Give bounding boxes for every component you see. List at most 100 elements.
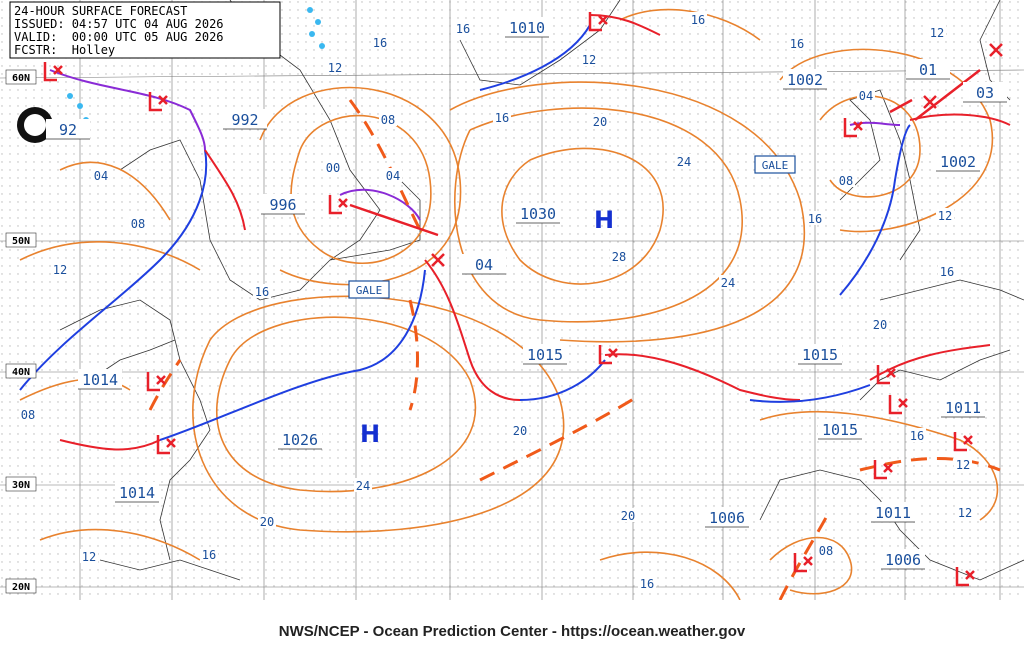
gale-label: GALE <box>762 159 789 172</box>
pressure-label-bg <box>223 109 267 129</box>
isobar-label-bg <box>258 514 276 528</box>
isobar-label-bg <box>591 114 609 128</box>
low-symbols <box>43 12 1003 587</box>
isobar-label: 24 <box>677 155 691 169</box>
isobar-label-bg <box>80 549 98 563</box>
isobar-label-bg <box>817 543 835 557</box>
isobar-label-bg <box>384 168 402 182</box>
isobar-label: 24 <box>721 276 735 290</box>
lat-label: 60N <box>12 73 30 84</box>
lat-label: 50N <box>12 236 30 247</box>
isobar-label-bg <box>610 249 628 263</box>
isobar-label: 00 <box>326 161 340 175</box>
isobar-label-bg <box>354 478 372 492</box>
isobar-label: 16 <box>640 577 654 591</box>
isobar-label: 20 <box>593 115 607 129</box>
isobar-label-bg <box>938 264 956 278</box>
graticule <box>0 0 1024 600</box>
pressure-label: 1015 <box>527 346 563 364</box>
gale-box <box>754 155 796 174</box>
pressure-label: 1010 <box>509 19 545 37</box>
isobar-label: 12 <box>958 506 972 520</box>
pressure-label: 1030 <box>520 205 556 223</box>
pressure-label-bg <box>261 194 305 214</box>
pressure-label-bg <box>278 429 322 449</box>
isobar-label: 12 <box>938 209 952 223</box>
pressure-label: 1015 <box>822 421 858 439</box>
isobar-label-bg <box>788 36 806 50</box>
isobar-label-bg <box>129 216 147 230</box>
isobar-label: 04 <box>386 169 400 183</box>
lat-label-bg <box>5 578 37 594</box>
isobar-label-bg <box>908 428 926 442</box>
isobar-label-bg <box>871 317 889 331</box>
footer-credit: NWS/NCEP - Ocean Prediction Center - htt… <box>279 623 746 640</box>
pressure-label-bg <box>46 119 90 139</box>
isobar-label-bg <box>928 25 946 39</box>
pressure-label-bg <box>881 549 925 569</box>
isobar-label-bg <box>379 112 397 126</box>
isobar-label-bg <box>837 173 855 187</box>
isobar-label-bg <box>454 21 472 35</box>
pressure-label-bg <box>871 502 915 522</box>
isobar-label-bg <box>675 154 693 168</box>
isobar-label-bg <box>92 168 110 182</box>
pressure-label: 996 <box>269 196 296 214</box>
header-line: 24-HOUR SURFACE FORECAST <box>14 4 187 18</box>
pressure-label: 1014 <box>119 484 155 502</box>
isobar-label-bg <box>638 576 656 590</box>
isobar-label-bg <box>956 505 974 519</box>
isobar-label: 08 <box>131 217 145 231</box>
isobar-label-bg <box>689 12 707 26</box>
pressure-label: 1011 <box>945 399 981 417</box>
isobar-label: 16 <box>691 13 705 27</box>
isobar-label-bg <box>580 52 598 66</box>
high-center: H <box>360 420 380 448</box>
lat-label: 30N <box>12 480 30 491</box>
isobar-label: 20 <box>260 515 274 529</box>
lat-label-bg <box>5 69 37 85</box>
pressure-label-bg <box>783 69 827 89</box>
isobar-label-bg <box>200 547 218 561</box>
isobar-label-bg <box>19 407 37 421</box>
pressure-label: 1026 <box>282 431 318 449</box>
isobar-label: 16 <box>790 37 804 51</box>
isobar-label: 16 <box>255 285 269 299</box>
isobar-label: 04 <box>94 169 108 183</box>
isobar-label: 12 <box>930 26 944 40</box>
isobar-label: 16 <box>202 548 216 562</box>
pressure-label: 1002 <box>787 71 823 89</box>
pressure-label-bg <box>516 203 560 223</box>
fronts <box>19 14 1011 601</box>
header-line: ISSUED: 04:57 UTC 04 AUG 2026 <box>14 17 224 31</box>
isobar-label: 08 <box>381 113 395 127</box>
pressure-label: 992 <box>231 111 258 129</box>
isobar-label: 12 <box>53 263 67 277</box>
isobar-label-bg <box>493 110 511 124</box>
footer-bg <box>0 600 1024 652</box>
lat-label: 20N <box>12 582 30 593</box>
pressure-label: 1006 <box>885 551 921 569</box>
lat-label-bg <box>5 363 37 379</box>
isobar-label-bg <box>324 160 342 174</box>
isobar-label: 16 <box>940 265 954 279</box>
isobar-label-bg <box>936 208 954 222</box>
pressure-label: 01 <box>919 61 937 79</box>
isobar-label-bg <box>511 423 529 437</box>
isobar-label: 04 <box>859 89 873 103</box>
pressure-label-bg <box>115 482 159 502</box>
pressure-label: 92 <box>59 121 77 139</box>
header-line: FCSTR: Holley <box>14 43 115 57</box>
coastlines <box>59 0 1024 581</box>
isobar-label: 16 <box>910 429 924 443</box>
isobar-label: 08 <box>819 544 833 558</box>
pressure-label: 1002 <box>940 153 976 171</box>
header-line: VALID: 00:00 UTC 05 AUG 2026 <box>14 30 224 44</box>
lat-label-bg <box>5 476 37 492</box>
gale-label: GALE <box>356 284 383 297</box>
isobar-label: 20 <box>513 424 527 438</box>
pressure-label-bg <box>818 419 862 439</box>
isobar-label: 12 <box>82 550 96 564</box>
